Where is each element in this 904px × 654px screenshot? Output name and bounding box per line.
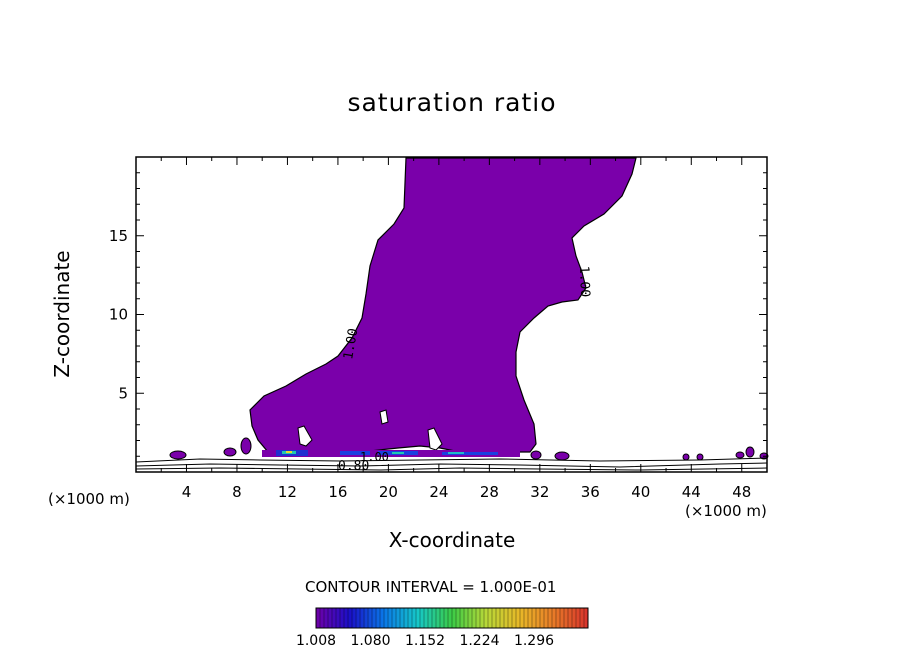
x-tick-label: 44 [682,483,701,501]
x-tick-label: 32 [530,483,549,501]
x-unit-note-left: (×1000 m) [48,490,130,508]
colorbar: 1.008 1.080 1.152 1.224 1.296 [296,607,589,649]
contour-label: 1.00 [360,450,389,464]
contour-line [135,467,768,471]
contour-label: 1.00 [576,266,592,298]
contour-label: 0.80 [338,459,369,474]
contour-label: 1.00 [341,327,361,360]
contour-line [135,462,768,468]
chart-title: saturation ratio [347,88,557,117]
x-tick-label: 28 [480,483,499,501]
y-tick-label: 5 [118,384,128,402]
colorbar-tick-label: 1.080 [350,633,390,649]
x-tick-label: 24 [429,483,448,501]
colorbar-tick-label: 1.296 [514,633,554,649]
x-tick-label: 16 [328,483,347,501]
x-tick-label: 4 [182,483,192,501]
colorbar-tick-label: 1.008 [296,633,336,649]
x-axis-label: X-coordinate [388,528,516,552]
contour-line [135,457,768,463]
contour-interval-text: CONTOUR INTERVAL = 1.000E-01 [305,578,557,596]
colorbar-tick-label: 1.224 [459,633,499,649]
x-unit-note-right: (×1000 m) [685,502,767,520]
colorbar-tick-label: 1.152 [405,633,445,649]
x-tick-label: 12 [278,483,297,501]
y-tick-label: 15 [109,227,128,245]
saturated-plume-region [249,157,637,453]
x-tick-label: 8 [232,483,242,501]
x-tick-label: 40 [631,483,650,501]
y-axis-ticks: 5 10 15 [109,172,767,457]
x-tick-label: 48 [732,483,751,501]
y-tick-label: 10 [109,306,128,324]
x-axis-ticks: 4 8 12 16 20 24 28 32 36 40 44 48 [160,157,751,501]
y-axis-label: Z-coordinate [50,250,74,378]
x-tick-label: 20 [379,483,398,501]
x-tick-label: 36 [581,483,600,501]
